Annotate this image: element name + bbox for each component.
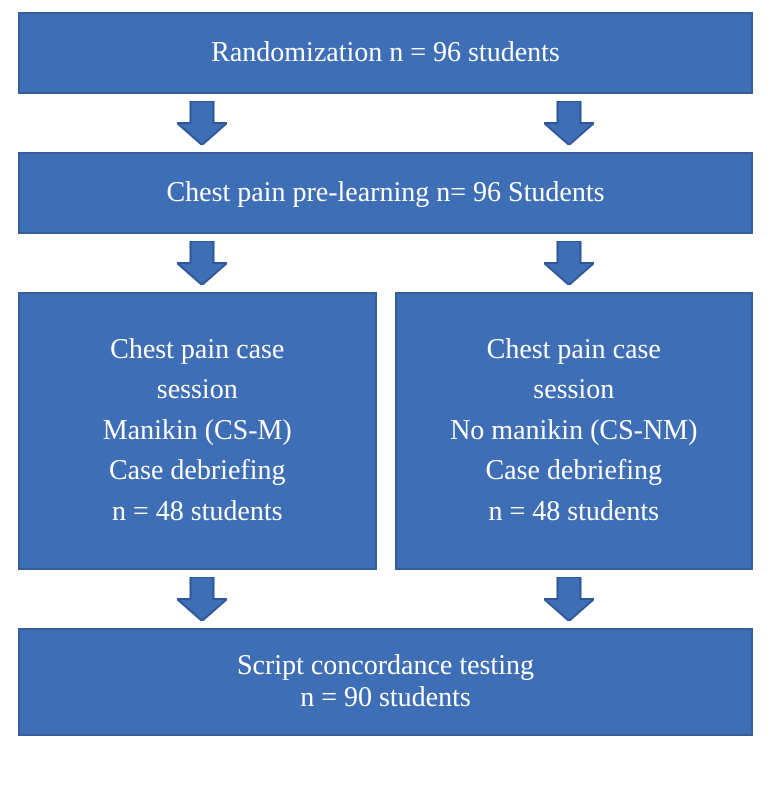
down-arrow-icon [177, 577, 227, 621]
csm-line-1: Chest pain case [110, 330, 284, 371]
split-row: Chest pain case session Manikin (CS-M) C… [18, 292, 753, 570]
csnm-line-3: No manikin (CS-NM) [450, 411, 697, 452]
arrow-cell-3-left [18, 577, 386, 621]
arrow-cell-2-right [386, 241, 754, 285]
arrow-row-1 [18, 94, 753, 152]
prelearning-text: Chest pain pre-learning n= 96 Students [166, 176, 604, 210]
sct-box: Script concordance testing n = 90 studen… [18, 628, 753, 736]
arrow-cell-2-left [18, 241, 386, 285]
arrow-cell-3-right [386, 577, 754, 621]
csnm-line-1: Chest pain case [487, 330, 661, 371]
arrow-row-2 [18, 234, 753, 292]
csnm-line-2: session [533, 370, 614, 411]
randomization-box: Randomization n = 96 students [18, 12, 753, 94]
csnm-line-5: n = 48 students [488, 492, 659, 533]
sct-line-1: Script concordance testing [237, 650, 534, 682]
down-arrow-icon [177, 101, 227, 145]
down-arrow-icon [177, 241, 227, 285]
csnm-line-4: Case debriefing [486, 451, 663, 492]
arrow-cell-1-right [386, 101, 754, 145]
prelearning-box: Chest pain pre-learning n= 96 Students [18, 152, 753, 234]
csm-line-4: Case debriefing [109, 451, 286, 492]
down-arrow-icon [544, 241, 594, 285]
randomization-text: Randomization n = 96 students [211, 36, 560, 70]
csm-line-5: n = 48 students [112, 492, 283, 533]
arrow-cell-1-left [18, 101, 386, 145]
csm-line-3: Manikin (CS-M) [103, 411, 292, 452]
csnm-box: Chest pain case session No manikin (CS-N… [395, 292, 754, 570]
down-arrow-icon [544, 101, 594, 145]
down-arrow-icon [544, 577, 594, 621]
arrow-row-3 [18, 570, 753, 628]
sct-line-2: n = 90 students [300, 682, 471, 714]
csm-line-2: session [157, 370, 238, 411]
csm-box: Chest pain case session Manikin (CS-M) C… [18, 292, 377, 570]
